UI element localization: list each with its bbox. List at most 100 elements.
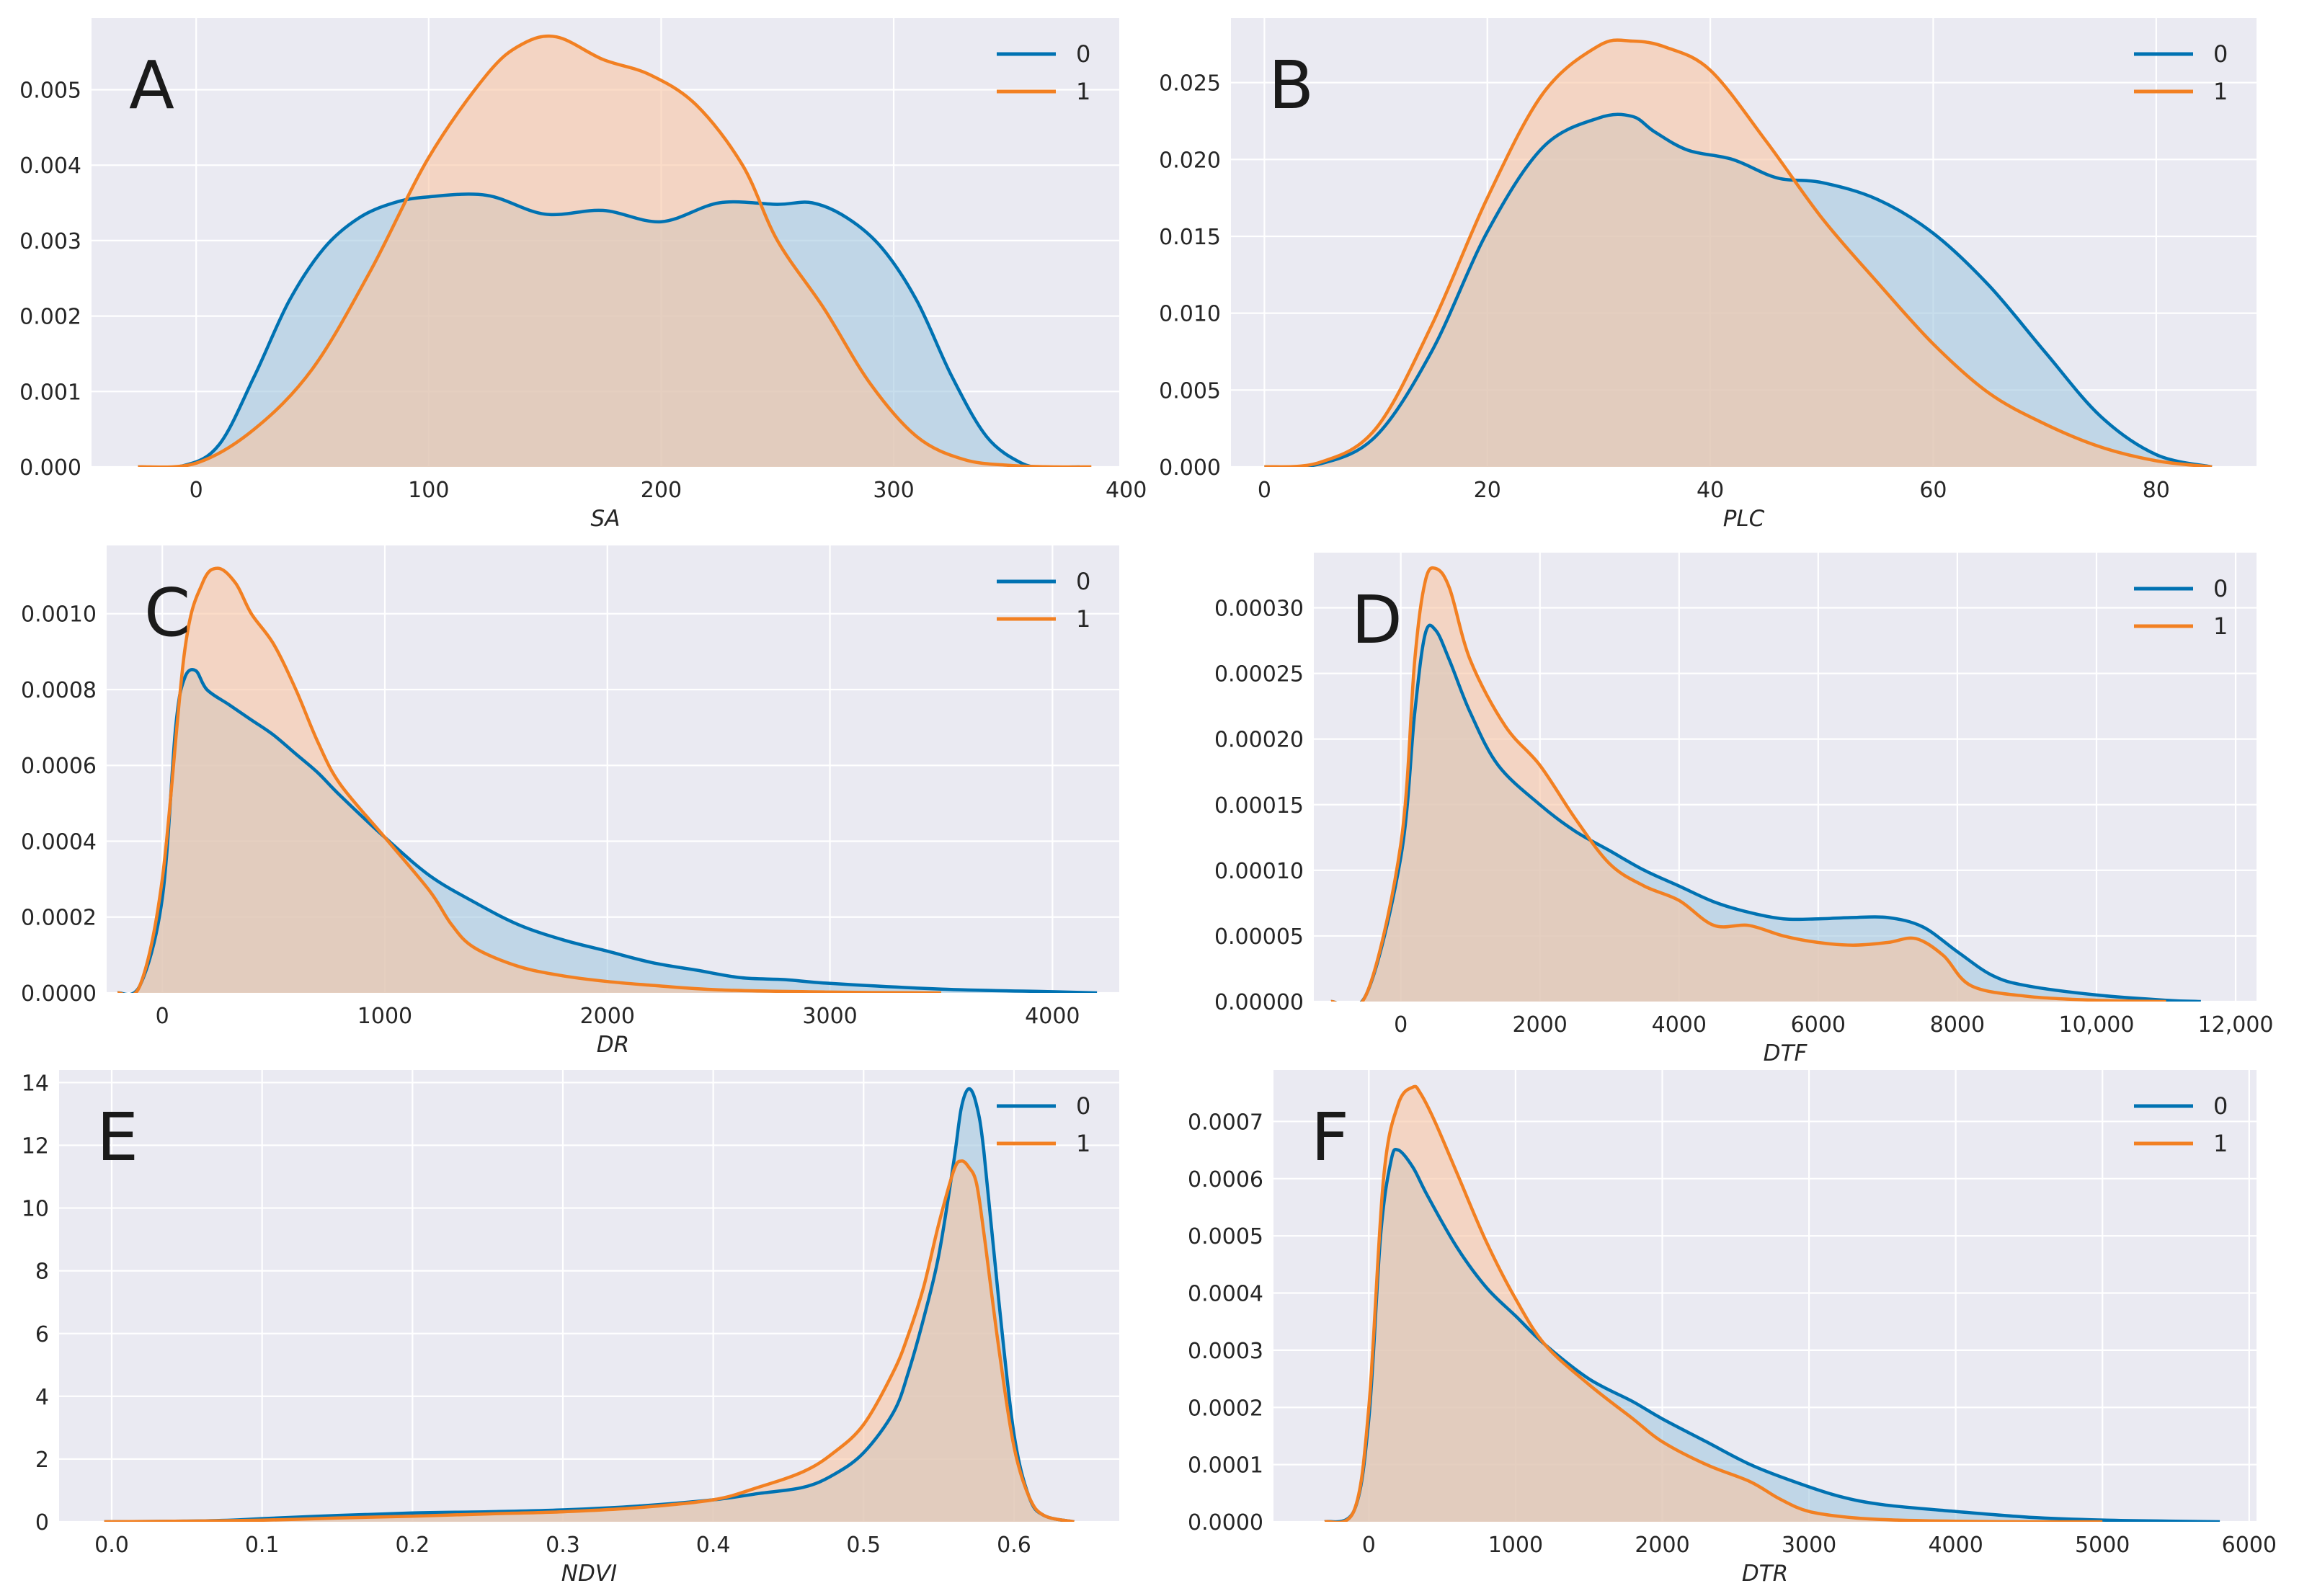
legend-label-0: 0 [1076,568,1090,595]
y-tick-label: 0.0003 [1188,1339,1263,1364]
legend-label-1: 1 [2213,612,2228,640]
y-tick-label: 0.0000 [21,981,97,1007]
x-tick-label: 2000 [1513,1012,1568,1038]
legend: 01 [997,1092,1090,1157]
x-tick-label: 12,000 [2198,1012,2274,1038]
x-tick-label: 10,000 [2058,1012,2134,1038]
y-tick-label: 6 [35,1322,49,1347]
x-tick-label: 6000 [2222,1533,2277,1558]
x-tick-label: 100 [408,478,449,503]
series-group [1330,566,2201,1002]
panel-label: C [144,574,190,651]
x-tick-label: 3000 [1782,1533,1836,1558]
x-tick-label: 3000 [802,1004,857,1029]
density-line-0 [1264,112,2213,467]
legend-label-0: 0 [1076,40,1090,68]
series-group [1324,1084,2220,1522]
y-tick-label: 0.015 [1159,225,1221,250]
x-tick-label: 300 [873,478,914,503]
legend-label-1: 1 [2213,1130,2228,1157]
density-line-1 [1330,566,2166,1002]
x-axis-label: SA [591,506,621,532]
legend-label-0: 0 [2213,575,2228,602]
x-tick-label: 1000 [357,1004,412,1029]
x-tick-label: 0.6 [997,1533,1031,1558]
y-tick-label: 0.0004 [1188,1282,1263,1307]
panel-label: F [1311,1099,1349,1176]
legend-label-1: 1 [1076,605,1090,633]
x-tick-label: 8000 [1930,1012,1985,1038]
x-tick-label: 2000 [1635,1533,1689,1558]
legend: 01 [2134,575,2228,640]
y-tick-label: 0.0002 [21,906,97,931]
panel-C: 0 1000 2000 3000 4000 0.0000 0.0002 0.0004 0.000… [21,545,1119,1058]
density-fill-1 [104,1161,1075,1522]
x-tick-label: 200 [641,478,682,503]
x-tick-label: 2000 [580,1004,635,1029]
x-axis-label: NDVI [561,1561,617,1587]
y-tick-label: 0.00015 [1214,793,1304,819]
y-tick-label: 0.0000 [1188,1510,1263,1535]
density-line-0 [1324,1147,2220,1522]
x-tick-label: 0.2 [395,1533,430,1558]
x-tick-label: 0 [1362,1533,1376,1558]
y-tick-label: 0.00025 [1214,662,1304,687]
density-fill-1 [1264,40,2213,467]
y-tick-label: 0.001 [19,380,81,405]
y-tick-label: 0.0006 [21,754,97,779]
x-tick-label: 1000 [1488,1533,1543,1558]
density-line-1 [1264,38,2213,467]
y-tick-label: 8 [35,1260,49,1285]
y-tick-label: 10 [22,1197,49,1222]
panel-D: 0 2000 4000 6000 8000 10,000 12,000 0.00000 0.00… [1214,553,2274,1066]
y-tick-label: 14 [22,1071,49,1096]
legend-label-1: 1 [1076,78,1090,105]
y-tick-label: 0.005 [1159,378,1221,404]
y-tick-label: 0.0005 [1188,1224,1263,1249]
x-tick-label: 4000 [1928,1533,1983,1558]
y-tick-label: 0.0001 [1188,1453,1263,1479]
y-tick-label: 0.00005 [1214,924,1304,950]
y-tick-label: 0.010 [1159,302,1221,327]
y-tick-label: 0.00020 [1214,728,1304,753]
panel-label: D [1351,581,1402,659]
y-tick-label: 12 [22,1134,49,1159]
density-line-0 [138,192,1080,467]
y-tick-label: 0 [35,1510,49,1535]
y-tick-label: 0.0007 [1188,1110,1263,1135]
y-tick-label: 0.00000 [1214,990,1304,1015]
legend: 01 [997,40,1090,105]
y-tick-label: 0.004 [19,153,81,179]
x-tick-label: 0.0 [94,1533,129,1558]
x-tick-label: 0.3 [546,1533,580,1558]
x-tick-label: 0.5 [846,1533,881,1558]
x-tick-label: 0 [156,1004,169,1029]
x-tick-label: 400 [1106,478,1147,503]
density-fill-1 [117,568,941,993]
y-tick-label: 0.000 [1159,455,1221,481]
x-axis-label: DTF [1764,1040,1808,1066]
x-tick-label: 0.4 [696,1533,731,1558]
x-axis-label: DR [597,1032,629,1058]
y-tick-label: 0.0010 [21,602,97,628]
y-tick-label: 0.005 [19,78,81,103]
x-tick-label: 4000 [1025,1004,1080,1029]
panel-A: 0 100 200 300 4000.0000.0010.0020.0030.0040.… [19,18,1147,532]
legend: 01 [997,568,1090,633]
x-tick-label: 0 [1394,1012,1408,1038]
legend-label-1: 1 [1076,1130,1090,1157]
legend: 01 [2134,40,2228,105]
density-fill-1 [1331,568,2166,1002]
y-tick-label: 0.00030 [1214,597,1304,622]
series-group [1264,38,2213,467]
y-tick-label: 0.0006 [1188,1167,1263,1192]
x-tick-label: 80 [2143,478,2170,503]
panel-label: B [1268,47,1314,124]
y-tick-label: 0.000 [19,455,81,481]
y-tick-label: 0.025 [1159,71,1221,97]
x-tick-label: 6000 [1791,1012,1846,1038]
y-tick-label: 2 [35,1448,49,1473]
legend-label-1: 1 [2213,78,2228,105]
